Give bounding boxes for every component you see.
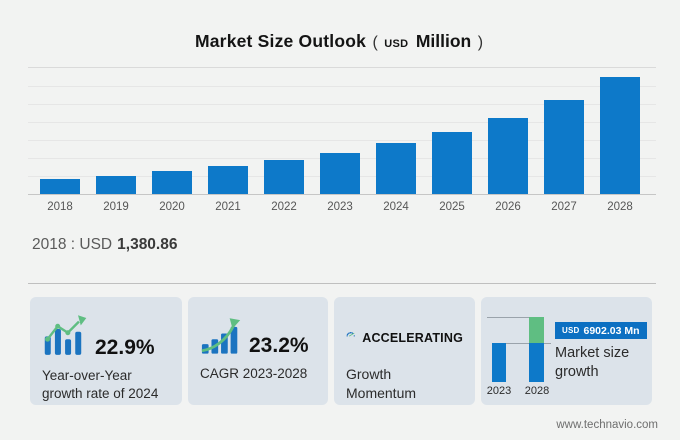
- x-axis-label-2028: 2028: [607, 201, 633, 213]
- title-text: Market Size Outlook: [194, 31, 367, 51]
- growth-value-badge: USD 6902.03 Mn: [555, 322, 647, 339]
- gridline: [28, 140, 656, 141]
- momentum-caption: Growth Momentum: [346, 365, 463, 403]
- bar-2024: [376, 143, 416, 194]
- mini-bar-2028-base-segment: [529, 343, 544, 382]
- x-axis-label-2026: 2026: [495, 201, 521, 213]
- yoy-caption-line2: growth rate of 2024: [42, 386, 159, 402]
- bar-chart-growth-arrow-icon: [201, 318, 241, 354]
- bar-2019: [96, 176, 136, 194]
- mini-bar-2028-growth-segment: [529, 317, 544, 343]
- base-year-annotation: 2018 : USD 1,380.86: [32, 236, 177, 254]
- refline-2023-level: [492, 343, 551, 344]
- card-market-size-growth: 2023 2028 USD 6902.03 Mn Market size gro…: [481, 297, 652, 405]
- x-axis-label-2023: 2023: [327, 201, 353, 213]
- bar-2022: [264, 160, 304, 194]
- momentum-stat-row: ACCELERATING: [346, 313, 463, 354]
- gridline: [28, 86, 656, 87]
- kpi-cards: 22.9% Year-over-Year growth rate of 2024…: [30, 297, 652, 405]
- card-cagr: 23.2% CAGR 2023-2028: [188, 297, 328, 405]
- section-divider: [28, 283, 656, 284]
- bar-2027: [544, 100, 584, 194]
- speedometer-icon: [346, 332, 355, 337]
- card-growth-momentum: ACCELERATING Growth Momentum: [334, 297, 475, 405]
- title-currency: USD: [384, 38, 409, 50]
- base-year-value: 1,380.86: [117, 236, 178, 253]
- x-axis-label-2025: 2025: [439, 201, 465, 213]
- bar-2026: [488, 118, 528, 194]
- x-axis-label-2018: 2018: [47, 201, 73, 213]
- gridline: [28, 122, 656, 123]
- mini-chart-year-left: 2023: [486, 385, 512, 397]
- bar-2025: [432, 132, 472, 194]
- bar-2028: [600, 77, 640, 194]
- mini-bar-2023: [492, 343, 506, 382]
- gridline: [28, 104, 656, 105]
- card-yoy-growth: 22.9% Year-over-Year growth rate of 2024: [30, 297, 182, 405]
- yoy-caption: Year-over-Year growth rate of 2024: [42, 367, 170, 403]
- x-axis-line: [28, 194, 656, 195]
- yoy-caption-line1: Year-over-Year: [42, 368, 132, 383]
- x-axis-label-2022: 2022: [271, 201, 297, 213]
- cagr-stat-row: 23.2%: [200, 313, 316, 356]
- bar-2018: [40, 179, 80, 194]
- title-paren-close: ): [477, 34, 484, 51]
- x-axis-label-2027: 2027: [551, 201, 577, 213]
- x-axis-label-2024: 2024: [383, 201, 409, 213]
- bar-2020: [152, 171, 192, 194]
- yoy-stat: 22.9%: [95, 336, 155, 359]
- cagr-caption: CAGR 2023-2028: [200, 365, 316, 383]
- page-title: Market Size Outlook ( USD Million ): [0, 31, 680, 52]
- bar-chart-trend-icon: [44, 315, 87, 355]
- refline-2028-level: [487, 317, 544, 318]
- momentum-caption-line1: Growth Momentum: [346, 366, 417, 401]
- x-axis-label-2021: 2021: [215, 201, 241, 213]
- bar-chart-plot: [28, 67, 656, 195]
- cagr-stat: 23.2%: [249, 334, 309, 357]
- bar-2023: [320, 153, 360, 194]
- x-axis-label-2019: 2019: [103, 201, 129, 213]
- mini-chart-year-right: 2028: [524, 385, 550, 397]
- base-year-prefix: 2018 : USD: [32, 236, 113, 253]
- website-url: www.technavio.com: [556, 419, 658, 431]
- title-unit: Million: [415, 31, 472, 51]
- badge-currency: USD: [562, 326, 580, 335]
- title-paren-open: (: [372, 34, 378, 51]
- badge-value: 6902.03 Mn: [583, 324, 640, 337]
- yoy-stat-row: 22.9%: [42, 313, 170, 358]
- bar-2021: [208, 166, 248, 194]
- x-axis-label-2020: 2020: [159, 201, 185, 213]
- growth-label: Market size growth: [555, 345, 630, 380]
- momentum-stat: ACCELERATING: [362, 331, 463, 345]
- x-axis-labels: 2018 2019 2020 2021 2022 2023 2024 2025 2026 2027…: [28, 201, 656, 217]
- cagr-caption-line1: CAGR 2023-2028: [200, 366, 308, 381]
